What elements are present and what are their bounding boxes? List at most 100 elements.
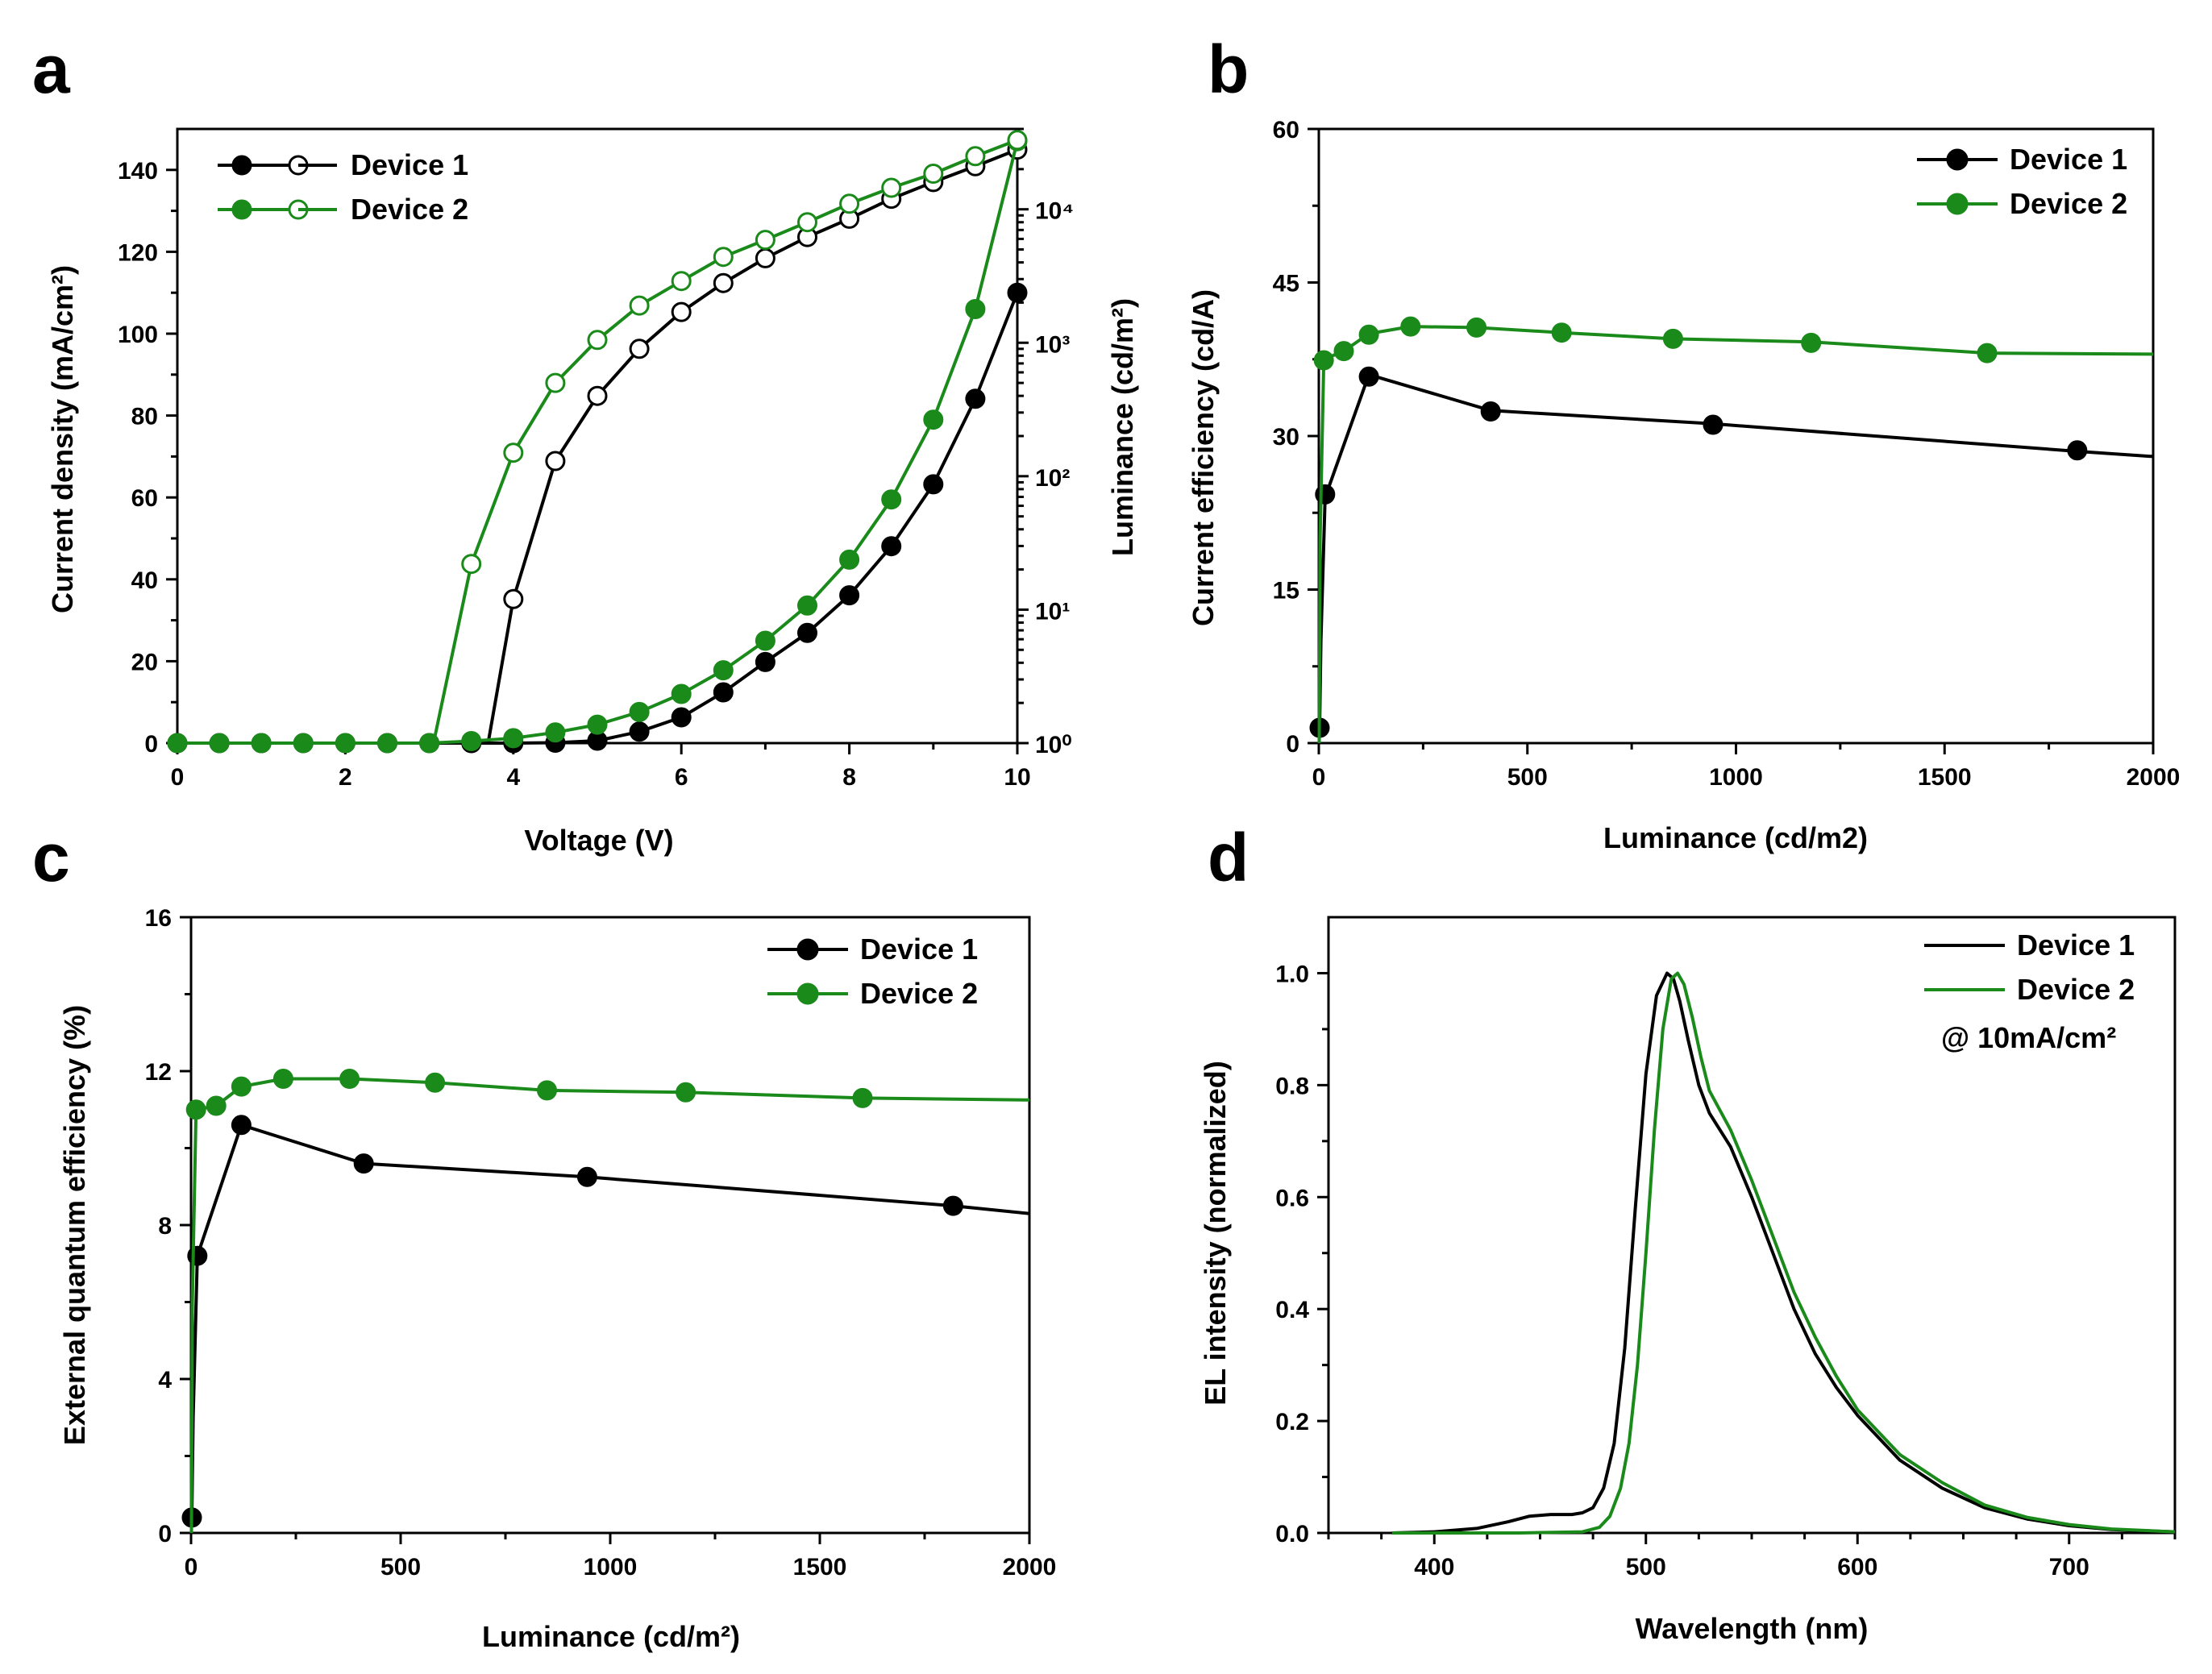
panel-b: b 0 500 1000 1500 2000 0 15 30 45 60 Device 1 Devic… <box>1187 31 2180 854</box>
panel-c-series-device2-line <box>189 1077 1030 1534</box>
panel-d-plot: 400 500 600 700 0.0 0.2 0.4 0.6 0.8 1.0 Device 1 De… <box>1275 916 2177 1581</box>
panel-b-series-device2-point <box>1313 350 1334 371</box>
panel-a-ytick-label: 0 <box>144 731 158 758</box>
panel-b-ytick-label: 0 <box>1286 731 1299 758</box>
panel-b-series-device2-point <box>1662 328 1683 349</box>
panel-c-xtick-label: 1000 <box>584 1554 638 1581</box>
panel-a-series-device1-luminance-point <box>629 339 650 359</box>
panel-a-series-device2-luminance-point <box>755 230 775 251</box>
panel-a-series-device2-current-point <box>293 733 314 754</box>
panel-b-xtick-label: 500 <box>1507 764 1548 791</box>
panel-a-ytick-label: 100 <box>118 322 158 348</box>
panel-a-ytick-label: 40 <box>131 567 158 594</box>
panel-d-series-device2-line <box>1391 971 2176 1535</box>
panel-a-series-device2-current-point <box>797 595 817 616</box>
panel-b-legend-label: Device 2 <box>2010 187 2127 220</box>
panel-d-frame <box>1327 916 2177 1535</box>
panel-c-series-device1-point <box>231 1115 252 1136</box>
panel-b-xtick-label: 1000 <box>1709 764 1763 791</box>
panel-a-frame <box>176 127 1019 745</box>
panel-b-xtick-label: 1500 <box>1918 764 1972 791</box>
panel-a-ytick-label: 20 <box>131 649 158 675</box>
panel-b-legend-label: Device 1 <box>2010 143 2127 176</box>
panel-c-series-device2-point <box>206 1095 227 1116</box>
panel-a-series-device2-current-point <box>923 409 944 430</box>
panel-c-series-device1-line <box>190 1123 1030 1518</box>
panel-d-ytick-label: 0.8 <box>1275 1073 1309 1099</box>
panel-a-series-device1-luminance-point <box>503 588 524 609</box>
panel-b-xtick-label: 2000 <box>2127 764 2181 791</box>
panel-c-letter: c <box>32 820 70 895</box>
panel-a-y2tick-label: 10⁴ <box>1035 198 1074 225</box>
panel-a-series-device2-luminance-point <box>713 247 734 268</box>
panel-b-series-device2-point <box>1358 324 1379 345</box>
panel-a-legend-label: Device 1 <box>351 148 468 181</box>
panel-a-series-device2-current-point <box>629 701 650 722</box>
panel-b-series-device2-point <box>1333 341 1354 362</box>
panel-a-series-device1-luminance-point <box>587 385 608 406</box>
panel-a-series-device2-luminance-point <box>545 372 566 393</box>
panel-d-ytick-label: 0.2 <box>1275 1409 1309 1435</box>
panel-c-series-device2-point <box>339 1069 360 1089</box>
panel-b-series-device2-point <box>1551 322 1572 343</box>
panel-b-xtick-label: 0 <box>1312 764 1326 791</box>
panel-a-series-device1-current-point <box>713 682 734 703</box>
panel-c-legend-label: Device 2 <box>860 977 978 1010</box>
panel-a-xtick-label: 2 <box>339 764 352 791</box>
panel-d-legend-label: Device 1 <box>2017 928 2135 962</box>
panel-a-legend-marker <box>231 199 252 220</box>
panel-c-series-device1-point <box>187 1245 208 1266</box>
panel-a-legend-marker <box>231 155 252 176</box>
panel-c-series-device2-point <box>231 1076 252 1097</box>
panel-a-legend-label: Device 2 <box>351 193 468 226</box>
panel-b-ytick-label: 15 <box>1273 578 1299 604</box>
panel-c-series-device2-point <box>425 1072 446 1093</box>
panel-a-xtick-label: 8 <box>842 764 856 791</box>
panel-a-series-device2-luminance-line <box>431 138 1018 744</box>
panel-a-xtick-label: 0 <box>171 764 185 791</box>
panel-a-series-device2-current-point <box>965 299 986 319</box>
panel-a-series-device1-luminance-point <box>671 301 692 322</box>
panel-a-series-device2-luminance-point <box>797 212 817 233</box>
panel-d-xlabel: Wavelength (nm) <box>1636 1612 1869 1645</box>
panel-b-ytick-label: 45 <box>1273 271 1299 297</box>
panel-c-plot: 0 500 1000 1500 2000 0 4 8 12 16 Device 1 Device 2 <box>145 905 1057 1581</box>
panel-c-legend-label: Device 1 <box>860 933 978 966</box>
panel-a-series-device2-current-point <box>755 630 775 651</box>
panel-a-y2tick-label: 10² <box>1035 465 1070 492</box>
panel-d-ytick-label: 0.4 <box>1275 1297 1309 1323</box>
panel-d: d 400 500 600 700 0.0 0.2 0.4 0.6 0.8 1.0 Device 1… <box>1199 820 2177 1645</box>
panel-d-ytick-label: 1.0 <box>1275 961 1309 987</box>
panel-a-series-device1-current-point <box>1007 282 1028 303</box>
panel-b-ytick-label: 30 <box>1273 424 1299 451</box>
panel-a-series-device2-luminance-point <box>965 146 986 167</box>
panel-c: c 0 500 1000 1500 2000 0 4 8 12 16 Device 1 Device … <box>32 820 1056 1653</box>
panel-a-series-device2-current-point <box>377 733 397 754</box>
panel-a-series-device2-current-line <box>177 140 1019 745</box>
panel-a-y2tick-label: 10³ <box>1035 331 1070 358</box>
panel-c-ytick-label: 16 <box>145 905 172 932</box>
panel-a-series-device1-current-point <box>965 388 986 409</box>
panel-a-series-device1-luminance-point <box>713 272 734 293</box>
panel-a-plot: 0 2 4 6 8 1002040608010012014010⁰10¹10²10³10⁴… <box>118 127 1074 791</box>
panel-a-y2label: Luminance (cd/m²) <box>1106 298 1139 556</box>
panel-a-series-device2-current-point <box>461 731 482 751</box>
panel-c-xtick-label: 1500 <box>793 1554 847 1581</box>
panel-a-series-device2-current-point <box>671 683 692 704</box>
panel-a-series-device1-current-point <box>881 536 902 557</box>
panel-a-series-device1-current-point <box>839 585 860 606</box>
panel-d-ylabel: EL intensity (normalized) <box>1199 1061 1232 1405</box>
panel-a-series-device2-current-point <box>335 733 356 754</box>
panel-a-series-device1-current-line <box>177 292 1019 745</box>
panel-c-ytick-label: 4 <box>158 1367 172 1394</box>
panel-a-series-device2-current-point <box>503 728 524 749</box>
panel-a-series-device1-current-point <box>797 622 817 643</box>
panel-b-series-device1-point <box>1315 484 1336 505</box>
panel-b-series-device1-point <box>1358 366 1379 387</box>
panel-c-series-device2-point <box>537 1080 557 1101</box>
panel-a-series-device1-luminance-point <box>545 451 566 471</box>
panel-a-series-device1-current-point <box>629 721 650 742</box>
panel-a-series-device2-luminance-point <box>503 442 524 463</box>
panel-a-series-device2-luminance-point <box>1007 130 1028 151</box>
panel-b-plot: 0 500 1000 1500 2000 0 15 30 45 60 Device 1 Device … <box>1273 117 2181 791</box>
